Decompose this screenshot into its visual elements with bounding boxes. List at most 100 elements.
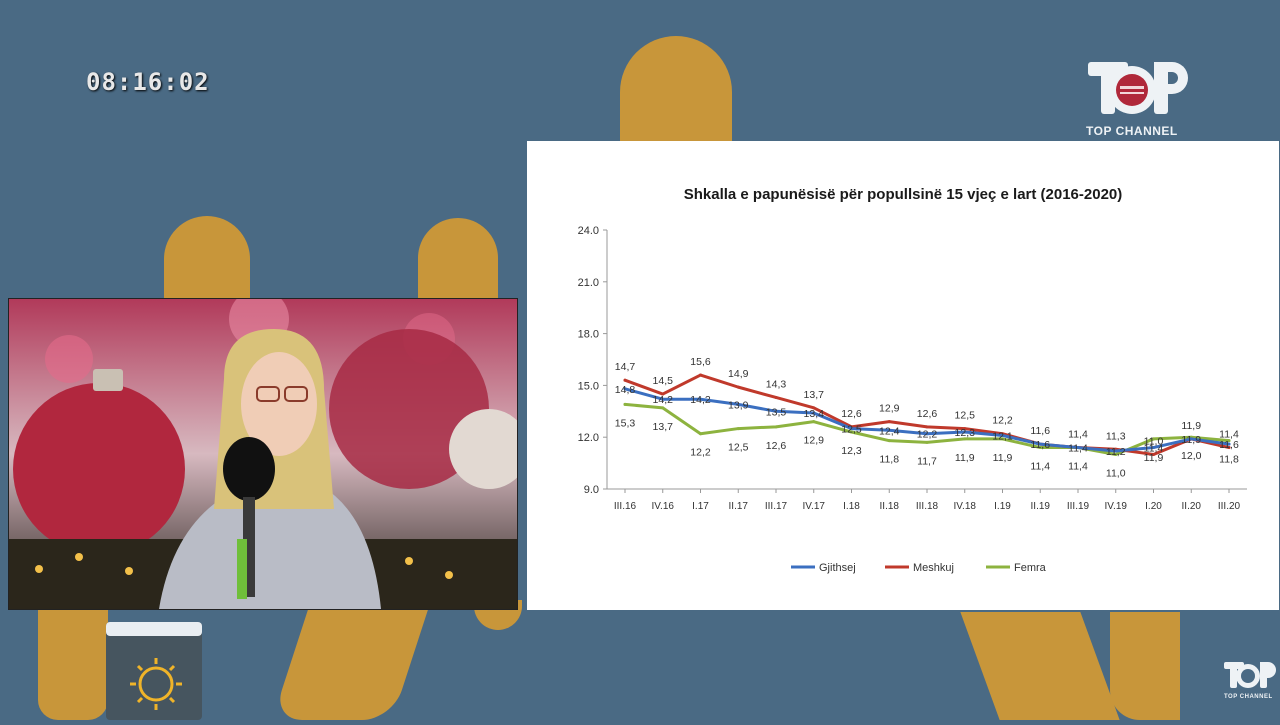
data-point xyxy=(1114,449,1118,453)
x-tick-label: I.17 xyxy=(692,501,709,512)
data-label: 11,6 xyxy=(1030,425,1050,437)
data-point xyxy=(925,425,929,429)
data-point xyxy=(812,420,816,424)
data-label: 11,3 xyxy=(1106,430,1126,442)
background-shape xyxy=(38,610,108,720)
data-label: 11,9 xyxy=(1181,420,1201,432)
background-shape xyxy=(418,218,498,308)
data-label: 12,0 xyxy=(1181,450,1202,462)
data-label: 12,6 xyxy=(766,440,787,452)
data-point xyxy=(963,427,967,431)
legend-label-meshkuj: Meshkuj xyxy=(913,562,954,574)
y-tick-label: 9.0 xyxy=(584,484,599,496)
data-point xyxy=(1227,446,1231,450)
x-tick-label: II.19 xyxy=(1031,501,1051,512)
data-point xyxy=(736,385,740,389)
data-point xyxy=(963,437,967,441)
x-tick-label: II.18 xyxy=(880,501,900,512)
data-label: 11,6 xyxy=(1219,439,1239,451)
data-point xyxy=(1152,452,1155,456)
y-tick-label: 12.0 xyxy=(578,432,599,444)
x-tick-label: IV.16 xyxy=(652,501,675,512)
data-point xyxy=(1114,452,1118,456)
data-label: 12,9 xyxy=(804,435,825,447)
data-point xyxy=(661,397,665,401)
data-label: 15,3 xyxy=(615,417,636,429)
y-tick-label: 18.0 xyxy=(578,329,599,341)
data-point xyxy=(1152,437,1155,441)
y-tick-label: 21.0 xyxy=(578,277,599,289)
background-shape xyxy=(272,610,428,720)
data-label: 14,5 xyxy=(653,375,674,387)
background-shape xyxy=(164,216,250,306)
data-label: 11,7 xyxy=(917,455,937,467)
video-inset xyxy=(8,298,518,610)
y-tick-label: 24.0 xyxy=(578,225,599,237)
unemployment-chart: Shkalla e papunësisë për popullsinë 15 v… xyxy=(578,186,1247,574)
data-point xyxy=(661,406,665,410)
channel-logo-small: TOP CHANNEL xyxy=(1222,660,1278,704)
data-label: 12,5 xyxy=(955,410,976,422)
data-label: 11,9 xyxy=(1181,434,1201,446)
data-label: 11,4 xyxy=(1068,429,1088,441)
data-point xyxy=(1076,446,1080,450)
legend-label-gjithsej: Gjithsej xyxy=(819,562,856,574)
data-label: 14,2 xyxy=(653,394,674,406)
data-point xyxy=(887,428,891,432)
channel-logo: TOP CHANNEL xyxy=(1084,58,1194,140)
data-point xyxy=(1189,437,1193,441)
data-point xyxy=(850,430,853,434)
x-tick-label: I.20 xyxy=(1145,501,1162,512)
x-tick-label: III.17 xyxy=(765,501,788,512)
data-point xyxy=(774,409,778,413)
data-label: 11,9 xyxy=(955,452,975,464)
data-point xyxy=(774,425,778,429)
data-label: 11,4 xyxy=(1068,443,1088,455)
data-point xyxy=(1001,433,1004,437)
data-label: 11,0 xyxy=(1106,467,1126,479)
data-point xyxy=(736,427,740,431)
data-label: 12,3 xyxy=(955,427,976,439)
background-shape xyxy=(1110,612,1180,720)
data-point xyxy=(1038,442,1042,446)
data-label: 11,9 xyxy=(1144,452,1164,464)
data-label: 11,8 xyxy=(879,454,899,466)
data-point xyxy=(699,373,702,377)
data-label: 12,6 xyxy=(841,408,862,420)
x-tick-label: IV.17 xyxy=(803,501,826,512)
data-point xyxy=(736,402,740,406)
data-point xyxy=(812,406,816,410)
x-tick-label: IV.19 xyxy=(1105,501,1128,512)
x-tick-label: I.18 xyxy=(843,501,860,512)
channel-name-small: TOP CHANNEL xyxy=(1224,694,1273,700)
data-point xyxy=(1227,439,1231,443)
data-label: 14,3 xyxy=(766,378,787,390)
x-tick-label: III.16 xyxy=(614,501,637,512)
data-label: 11,6 xyxy=(1030,439,1050,451)
data-label: 12,5 xyxy=(728,442,749,454)
data-point xyxy=(1001,437,1004,441)
data-label: 14,8 xyxy=(615,384,636,396)
data-label: 11,4 xyxy=(1219,429,1239,441)
data-point xyxy=(850,427,853,431)
data-point xyxy=(1152,446,1155,450)
data-label: 11,4 xyxy=(1144,443,1164,455)
x-tick-label: IV.18 xyxy=(954,501,977,512)
data-point xyxy=(623,378,627,382)
weather-widget xyxy=(106,622,202,720)
channel-name: TOP CHANNEL xyxy=(1086,124,1178,138)
data-label: 12,5 xyxy=(841,424,862,436)
y-tick-label: 15.0 xyxy=(578,380,599,392)
data-label: 12,2 xyxy=(690,447,711,459)
data-label: 12,6 xyxy=(917,408,938,420)
x-tick-label: I.19 xyxy=(994,501,1011,512)
data-point xyxy=(661,392,665,396)
legend-label-femra: Femra xyxy=(1014,562,1047,574)
data-label: 14,2 xyxy=(690,394,711,406)
data-point xyxy=(623,387,627,391)
data-point xyxy=(774,395,778,399)
data-point xyxy=(963,430,967,434)
data-point xyxy=(699,432,702,436)
data-label: 11,0 xyxy=(1144,435,1164,447)
x-tick-label: II.20 xyxy=(1182,501,1202,512)
